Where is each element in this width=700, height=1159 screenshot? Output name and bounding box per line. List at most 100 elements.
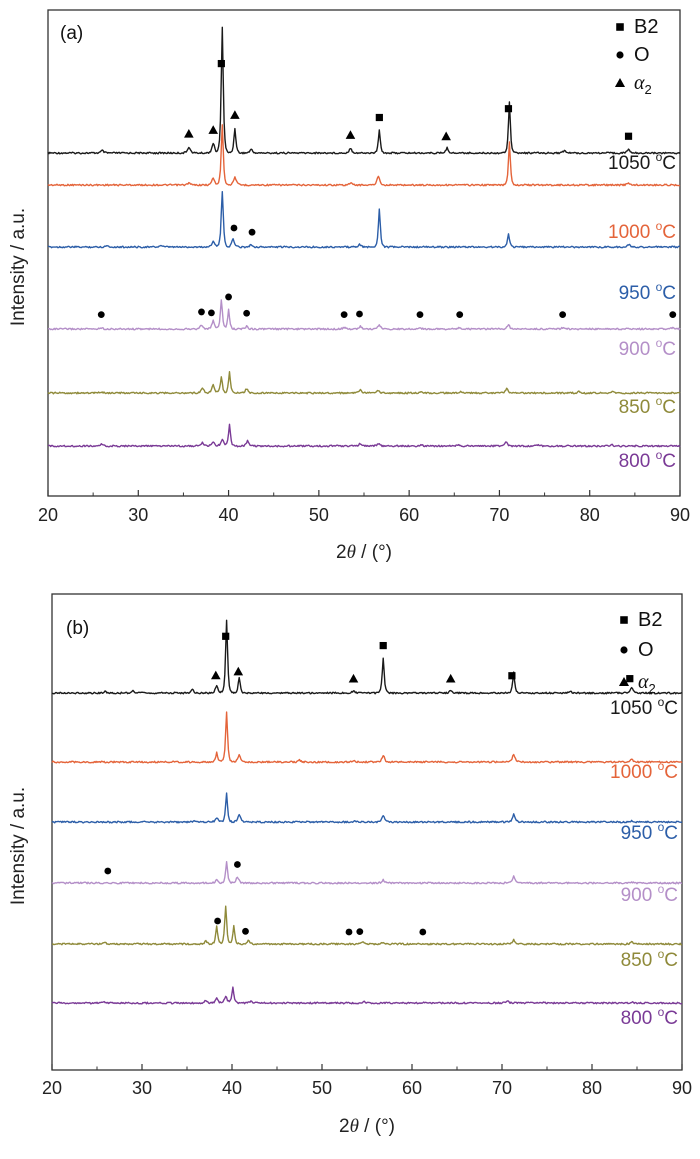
x-tick-label: 70 bbox=[492, 1078, 512, 1098]
circle-phase-marker bbox=[456, 311, 464, 319]
triangle-phase-marker bbox=[230, 110, 240, 119]
triangle-phase-marker bbox=[441, 131, 451, 141]
circle-phase-marker bbox=[243, 309, 251, 317]
circle-phase-marker bbox=[208, 309, 215, 317]
circle-phase-marker bbox=[242, 927, 249, 935]
x-tick-label: 60 bbox=[399, 505, 419, 525]
triangle-phase-marker bbox=[445, 673, 456, 683]
series-label: 800 oC bbox=[621, 1005, 678, 1029]
circle-phase-marker bbox=[345, 928, 353, 936]
circle-phase-marker bbox=[225, 293, 232, 301]
square-phase-marker bbox=[626, 675, 634, 683]
x-tick-label: 30 bbox=[132, 1078, 152, 1098]
series-label: 800 oC bbox=[619, 448, 676, 472]
square-phase-marker bbox=[217, 59, 225, 68]
circle-phase-marker bbox=[198, 308, 205, 316]
x-tick-label: 90 bbox=[672, 1078, 692, 1098]
square-phase-marker bbox=[504, 105, 513, 113]
series-line bbox=[47, 190, 681, 249]
legend-triangle-marker bbox=[614, 77, 626, 88]
circle-phase-marker bbox=[104, 867, 112, 875]
circle-phase-marker bbox=[356, 928, 364, 936]
y-axis-title: Intensity / a.u. bbox=[8, 787, 29, 905]
series-line bbox=[51, 711, 683, 764]
x-tick-label: 70 bbox=[489, 505, 509, 525]
square-phase-marker bbox=[222, 632, 230, 640]
x-tick-label: 40 bbox=[219, 505, 239, 525]
series-label: 1000 oC bbox=[610, 759, 678, 783]
square-phase-marker bbox=[379, 641, 387, 650]
triangle-phase-marker bbox=[348, 673, 359, 683]
square-phase-marker bbox=[508, 672, 516, 680]
x-axis-title: 2θ / (°) bbox=[336, 542, 392, 563]
legend-circle-marker bbox=[616, 51, 624, 59]
x-tick-label: 50 bbox=[312, 1078, 332, 1098]
square-phase-marker bbox=[375, 113, 383, 122]
series-label: 1050 oC bbox=[608, 150, 676, 174]
series-line bbox=[47, 26, 681, 155]
legend-label: O bbox=[638, 639, 654, 661]
panel-b: 20 30 40 50 60 70 80 90 2θ / (°) Intensity / a.u.… bbox=[8, 593, 692, 1137]
x-tick-label: 30 bbox=[128, 505, 148, 525]
triangle-phase-marker bbox=[233, 666, 244, 676]
x-tick-label: 60 bbox=[402, 1078, 422, 1098]
panel-a: 20 30 40 50 60 70 80 90 2θ / (°) Intensity / a.u.… bbox=[8, 9, 690, 563]
series-line bbox=[51, 861, 683, 885]
panel-label: (b) bbox=[66, 618, 89, 639]
triangle-phase-marker bbox=[208, 125, 219, 134]
series-label: 850 oC bbox=[619, 394, 676, 418]
plot-frame bbox=[47, 9, 681, 497]
legend-entry-square: B2 bbox=[616, 16, 658, 38]
x-tick-label: 50 bbox=[309, 505, 329, 525]
circle-phase-marker bbox=[97, 311, 105, 319]
series-line bbox=[51, 986, 683, 1005]
circle-phase-marker bbox=[230, 224, 238, 232]
legend-entry-circle: O bbox=[616, 44, 650, 66]
x-tick-label: 90 bbox=[670, 505, 690, 525]
circle-phase-marker bbox=[559, 311, 567, 319]
series-line bbox=[52, 905, 683, 946]
series-label: 900 oC bbox=[619, 336, 676, 360]
x-tick-label: 80 bbox=[582, 1078, 602, 1098]
legend-triangle-marker bbox=[618, 676, 630, 687]
legend-square-marker bbox=[616, 23, 624, 31]
triangle-phase-marker bbox=[345, 130, 356, 139]
series-label: 1050 oC bbox=[610, 695, 678, 719]
series-line bbox=[47, 299, 681, 331]
circle-phase-marker bbox=[234, 861, 241, 868]
x-tick-label: 20 bbox=[38, 505, 58, 525]
series-label: 1000 oC bbox=[608, 219, 676, 243]
panel-label: (a) bbox=[60, 23, 83, 44]
circle-phase-marker bbox=[416, 311, 424, 319]
series-label: 950 oC bbox=[621, 820, 678, 844]
series-line bbox=[47, 124, 681, 187]
circle-phase-marker bbox=[419, 928, 427, 936]
series-line bbox=[47, 423, 681, 448]
legend-entry-triangle: α2 bbox=[618, 671, 656, 696]
circle-phase-marker bbox=[248, 228, 256, 236]
x-axis-title: 2θ / (°) bbox=[339, 1116, 395, 1137]
circle-phase-marker bbox=[669, 311, 677, 319]
series-line bbox=[52, 619, 683, 695]
legend-entry-circle: O bbox=[620, 639, 654, 661]
legend-square-marker bbox=[620, 616, 628, 624]
legend-label: α2 bbox=[638, 671, 656, 696]
triangle-phase-marker bbox=[184, 128, 194, 138]
series-label: 900 oC bbox=[621, 882, 678, 906]
circle-phase-marker bbox=[340, 311, 348, 319]
series-label: 950 oC bbox=[619, 280, 676, 304]
series-line bbox=[51, 792, 683, 824]
circle-phase-marker bbox=[356, 310, 363, 318]
legend-label: α2 bbox=[634, 72, 652, 97]
triangle-phase-marker bbox=[211, 670, 221, 680]
y-axis-title: Intensity / a.u. bbox=[8, 208, 29, 326]
series-label: 850 oC bbox=[621, 947, 678, 971]
legend-entry-square: B2 bbox=[620, 609, 662, 631]
legend-label: B2 bbox=[634, 16, 658, 38]
legend-label: O bbox=[634, 44, 650, 66]
series-line bbox=[47, 371, 681, 395]
x-tick-label: 20 bbox=[42, 1078, 62, 1098]
legend-circle-marker bbox=[620, 646, 628, 654]
plot-frame bbox=[51, 593, 683, 1071]
